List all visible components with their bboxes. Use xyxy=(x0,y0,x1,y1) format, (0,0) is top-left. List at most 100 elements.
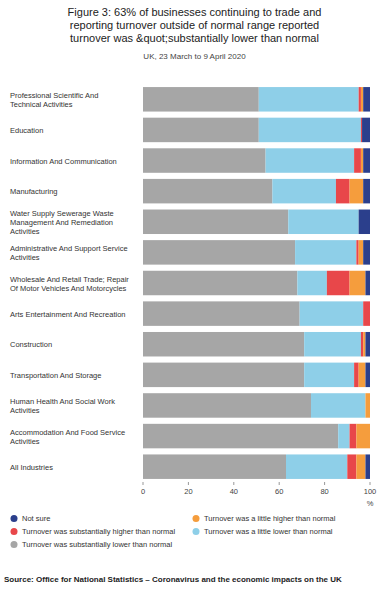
bar-segment xyxy=(143,393,311,417)
category-label: Administrative And Support ServiceActivi… xyxy=(10,244,128,262)
bar-segment xyxy=(359,210,370,234)
bar-segment xyxy=(361,87,363,111)
category-label: Accommodation And Food ServiceActivities xyxy=(10,428,125,446)
bar-segment xyxy=(370,301,371,325)
legend-marker xyxy=(193,528,200,535)
category-label: Arts Entertainment And Recreation xyxy=(10,310,125,319)
bar-segment xyxy=(143,179,272,203)
legend-label: Turnover was a little higher than normal xyxy=(204,514,336,523)
category-label: Professional Scientific AndTechnical Act… xyxy=(10,91,98,109)
bar-segment xyxy=(143,271,297,295)
bar-segment xyxy=(300,301,364,325)
bar-segment xyxy=(365,454,370,478)
bar-segment xyxy=(370,301,371,325)
bar-segment xyxy=(143,363,304,387)
bar-segment xyxy=(143,210,288,234)
bar-segment xyxy=(336,179,350,203)
bar-segment xyxy=(143,424,338,448)
bar-segment xyxy=(356,454,365,478)
bars xyxy=(143,87,370,479)
bar-segment xyxy=(338,424,349,448)
bar-segment xyxy=(327,271,350,295)
bar-segment xyxy=(365,363,370,387)
bar-segment xyxy=(143,87,259,111)
bar-segment xyxy=(361,148,363,172)
bar-segment xyxy=(143,118,259,142)
bar-segment xyxy=(365,332,370,356)
tick-label: 100 xyxy=(364,487,377,496)
bar-segment xyxy=(272,179,336,203)
tick-mark xyxy=(143,482,144,485)
bar-segment xyxy=(297,271,327,295)
bar-segment xyxy=(370,393,371,417)
bar-segment xyxy=(361,118,362,142)
bar-segment xyxy=(350,179,364,203)
bar-segment xyxy=(354,148,361,172)
bar-segment xyxy=(356,424,370,448)
category-label: Wholesale And Retail Trade; RepairOf Mot… xyxy=(10,275,129,293)
legend-label: Turnover was substantially higher than n… xyxy=(22,527,175,536)
legend-marker xyxy=(11,541,18,548)
bar-segment xyxy=(347,454,356,478)
category-label: All Industries xyxy=(10,463,53,472)
legend-marker xyxy=(11,528,18,535)
bar-segment xyxy=(363,179,370,203)
bar-segment xyxy=(143,240,295,264)
bar-segment xyxy=(286,454,347,478)
bar-segment xyxy=(266,148,355,172)
tick-mark xyxy=(370,482,371,485)
tick-mark xyxy=(233,482,234,485)
bar-segment xyxy=(295,240,356,264)
bar-segment xyxy=(311,393,365,417)
chart: Figure 3: 63% of businesses continuing t… xyxy=(0,0,389,593)
tick-mark xyxy=(188,482,189,485)
bar-segment xyxy=(365,393,370,417)
tick-label: 20 xyxy=(184,487,192,496)
bar-segment xyxy=(356,240,358,264)
tick-mark xyxy=(324,482,325,485)
tick-mark xyxy=(279,482,280,485)
legend-marker xyxy=(193,515,200,522)
bar-segment xyxy=(143,332,304,356)
legend-marker xyxy=(11,515,18,522)
category-label: Education xyxy=(10,126,43,135)
bar-segment xyxy=(288,210,358,234)
tick-label: 40 xyxy=(230,487,238,496)
category-label: Manufacturing xyxy=(10,187,58,196)
category-label: Transportation And Storage xyxy=(10,371,101,380)
bar-segment xyxy=(361,332,363,356)
legend-label: Turnover was substantially lower than no… xyxy=(22,540,173,549)
bar-segment xyxy=(304,332,361,356)
bar-segment xyxy=(359,240,364,264)
bar-segment xyxy=(365,271,370,295)
bar-segment xyxy=(304,363,354,387)
bar-segment xyxy=(363,87,370,111)
subtitle: UK, 23 March to 9 April 2020 xyxy=(143,52,246,61)
bar-segment xyxy=(363,240,370,264)
bar-segment xyxy=(359,363,366,387)
bar-segment xyxy=(354,363,359,387)
legend-label: Turnover was a little lower than normal xyxy=(204,527,333,536)
tick-label: 60 xyxy=(275,487,283,496)
bar-segment xyxy=(259,87,359,111)
bar-segment xyxy=(143,454,286,478)
bar-segment xyxy=(259,118,361,142)
bar-segment xyxy=(359,87,361,111)
category-label: Information And Communication xyxy=(10,157,117,166)
bar-segment xyxy=(143,301,300,325)
axis-label: % xyxy=(367,499,374,508)
bar-segment xyxy=(363,301,370,325)
bar-segment xyxy=(362,118,370,142)
bar-segment xyxy=(363,332,365,356)
bar-segment xyxy=(350,424,357,448)
tick-label: 0 xyxy=(141,487,145,496)
category-label: Water Supply Sewerage WasteManagement An… xyxy=(10,209,114,236)
category-label: Construction xyxy=(10,340,52,349)
bar-segment xyxy=(363,148,370,172)
bar-segment xyxy=(370,424,371,448)
title: Figure 3: 63% of businesses continuing t… xyxy=(68,6,322,44)
bar-segment xyxy=(350,271,366,295)
source: Source: Office for National Statistics –… xyxy=(4,575,342,584)
bar-segment xyxy=(143,148,266,172)
legend-label: Not sure xyxy=(22,514,50,523)
